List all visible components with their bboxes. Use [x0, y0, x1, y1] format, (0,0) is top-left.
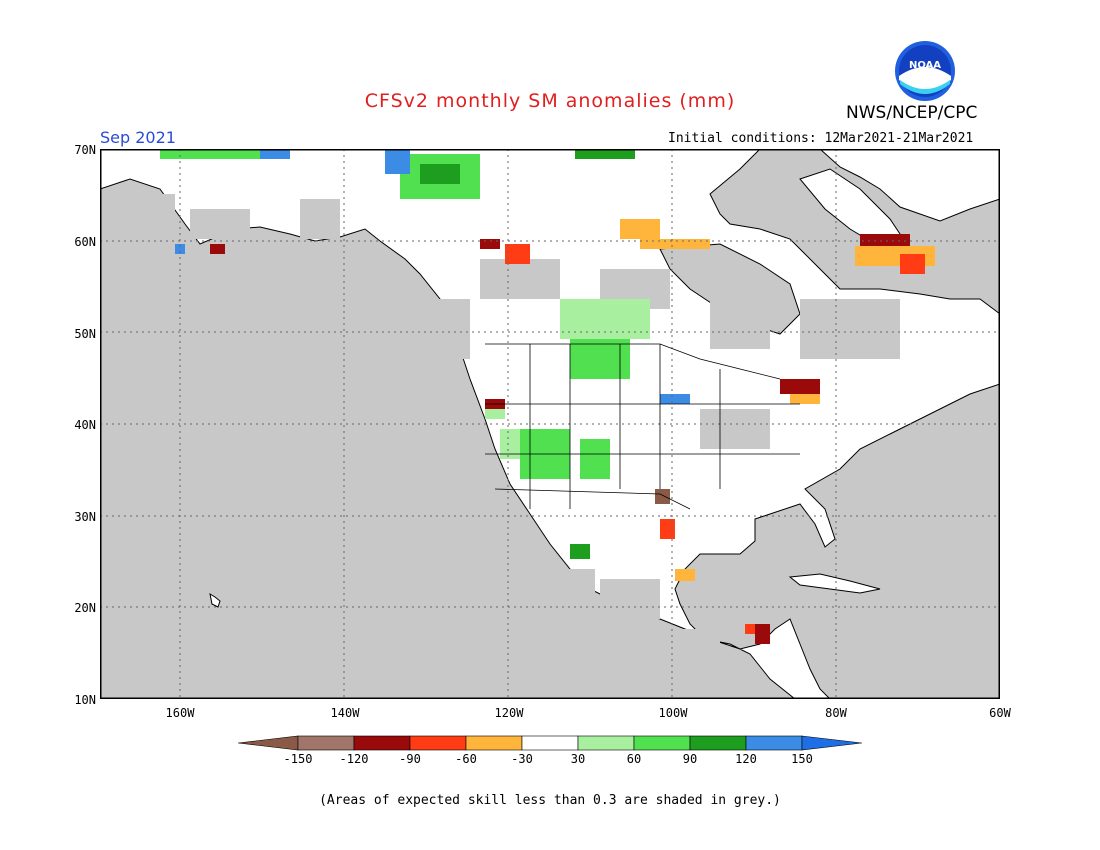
colorbar-low-arrow — [238, 735, 299, 751]
colorbar-tick: -150 — [283, 752, 313, 766]
lat-label-20n: 20N — [74, 601, 96, 615]
colorbar-bin — [577, 735, 635, 751]
colorbar-bin — [745, 735, 803, 751]
colorbar-bin — [689, 735, 747, 751]
lon-label-100w: 100W — [658, 706, 688, 720]
lat-label-40n: 40N — [74, 418, 96, 432]
colorbar-tick: -30 — [511, 752, 533, 766]
hawaii — [209, 592, 221, 608]
colorbar-high-arrow — [801, 735, 862, 751]
lat-label-10n: 10N — [74, 693, 96, 707]
greenland — [819, 149, 1000, 222]
anomaly-cells — [160, 149, 935, 644]
colorbar-tick: -90 — [399, 752, 421, 766]
colorbar-tick: -60 — [455, 752, 477, 766]
colorbar-tick: 120 — [735, 752, 757, 766]
colorbar-bin — [409, 735, 467, 751]
colorbar-tick: 60 — [626, 752, 642, 766]
chart-title: CFSv2 monthly SM anomalies (mm) — [364, 90, 736, 112]
valid-month: Sep 2021 — [100, 128, 176, 147]
skill-note: (Areas of expected skill less than 0.3 a… — [319, 793, 781, 808]
lon-label-80w: 80W — [825, 706, 847, 720]
colorbar — [238, 735, 862, 751]
soil-moisture-map — [100, 149, 1000, 699]
colorbar-tick: -120 — [339, 752, 369, 766]
agency-label: NWS/NCEP/CPC — [846, 103, 978, 123]
initial-conditions: Initial conditions: 12Mar2021-21Mar2021 — [668, 131, 974, 146]
colorbar-bin — [521, 735, 579, 751]
lat-label-60n: 60N — [74, 235, 96, 249]
noaa-logo: NOAA — [895, 41, 955, 101]
lat-label-30n: 30N — [74, 510, 96, 524]
lat-label-70n: 70N — [74, 143, 96, 157]
lon-label-140w: 140W — [330, 706, 360, 720]
graticule — [100, 149, 1000, 699]
colorbar-bin — [353, 735, 411, 751]
lat-label-50n: 50N — [74, 327, 96, 341]
lon-label-160w: 160W — [165, 706, 195, 720]
colorbar-tick: 30 — [570, 752, 586, 766]
map-frame — [100, 149, 1000, 699]
cuba — [788, 573, 881, 594]
logo-text: NOAA — [909, 60, 941, 71]
colorbar-bin — [465, 735, 523, 751]
colorbar-tick: 90 — [682, 752, 698, 766]
colorbar-tick: 150 — [791, 752, 813, 766]
low-skill-grey-areas — [105, 194, 900, 679]
lon-label-60w: 60W — [989, 706, 1011, 720]
lon-label-120w: 120W — [494, 706, 524, 720]
colorbar-bin — [297, 735, 355, 751]
colorbar-bin — [633, 735, 691, 751]
political-borders — [485, 343, 800, 510]
